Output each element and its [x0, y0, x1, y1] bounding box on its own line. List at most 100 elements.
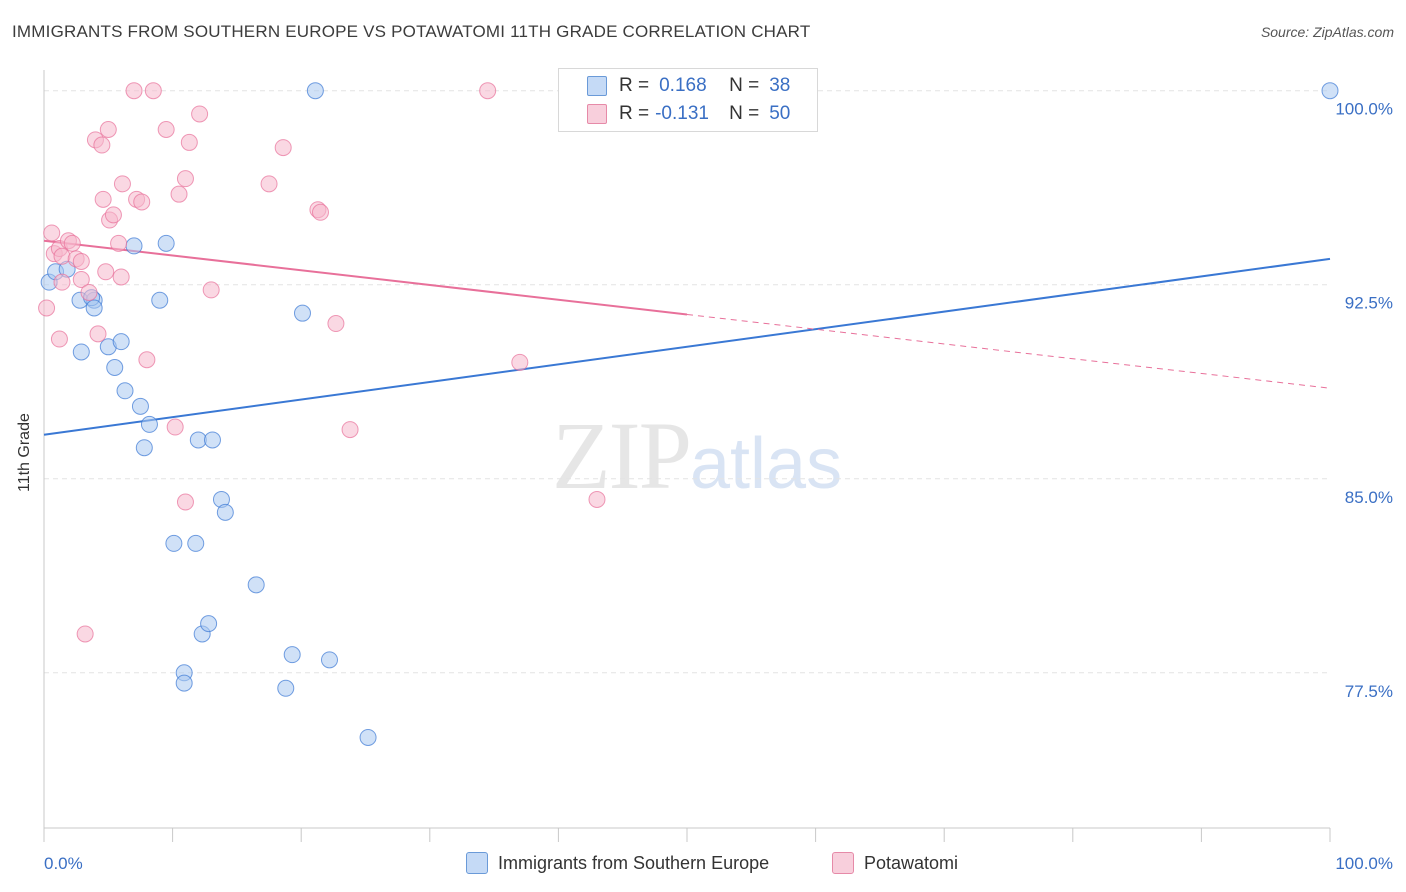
watermark-zip: ZIP: [552, 402, 692, 509]
tick-labels: 77.5% 85.0% 92.5% 100.0% 0.0% 100.0%: [44, 100, 1393, 873]
stats-r-label: R =: [619, 75, 650, 96]
pink-point: [170, 185, 188, 203]
pink-point: [511, 353, 529, 371]
blue-point: [125, 237, 143, 255]
stats-n-label: N =: [729, 103, 760, 124]
pink-point: [104, 206, 122, 224]
pink-point: [191, 105, 209, 123]
pink-point: [202, 281, 220, 299]
blue-point: [247, 576, 265, 594]
blue-point: [203, 431, 221, 449]
pink-point: [327, 315, 345, 333]
stats-swatch-pink: [587, 104, 607, 124]
pink-point: [80, 283, 98, 301]
y-tick-label: 100.0%: [1335, 100, 1393, 119]
pink-point: [53, 247, 71, 265]
pink-point: [63, 234, 81, 252]
legend-label: Immigrants from Southern Europe: [498, 852, 770, 873]
legend-swatch-pink: [832, 852, 854, 874]
pink-point: [260, 175, 278, 193]
watermark: ZIPatlas: [552, 400, 842, 511]
blue-point: [131, 397, 149, 415]
y-tick-label: 77.5%: [1345, 682, 1393, 701]
axes: [43, 70, 1331, 842]
pink-point: [76, 625, 94, 643]
pink-point: [144, 82, 162, 100]
pink-point: [176, 170, 194, 188]
pink-point: [113, 175, 131, 193]
pink-point: [112, 268, 130, 286]
pink-point: [274, 139, 292, 157]
blue-point: [135, 439, 153, 457]
pink-point: [133, 193, 151, 211]
legend: Immigrants from Southern Europe Potawato…: [0, 852, 1406, 878]
x-tick-label-min: 0.0%: [44, 854, 83, 873]
blue-point: [140, 415, 158, 433]
blue-point: [72, 343, 90, 361]
pink-point: [43, 224, 61, 242]
pink-point: [180, 133, 198, 151]
blue-point: [116, 382, 134, 400]
y-tick-label: 92.5%: [1345, 294, 1393, 313]
pink-point: [99, 121, 117, 139]
legend-swatch-blue: [466, 852, 488, 874]
pink-point: [588, 490, 606, 508]
blue-point: [277, 679, 295, 697]
blue-point: [157, 234, 175, 252]
pink-point: [311, 203, 329, 221]
blue-point: [216, 503, 234, 521]
blue-trend-line: [43, 257, 1331, 436]
pink-point: [176, 493, 194, 511]
y-tick-label: 85.0%: [1345, 488, 1393, 507]
pink-point: [138, 351, 156, 369]
blue-point: [151, 291, 169, 309]
stats-n-value: 50: [769, 103, 791, 124]
trend-lines: [43, 239, 1331, 436]
blue-point: [306, 82, 324, 100]
pink-point: [94, 190, 112, 208]
blue-point: [187, 534, 205, 552]
pink-point: [53, 273, 71, 291]
pink-point: [97, 263, 115, 281]
data-points: [38, 82, 1339, 746]
stats-legend: R = 0.168 N = 38 R = -0.131 N = 50: [558, 68, 818, 132]
pink-trend-line: [43, 239, 688, 316]
chart-title: IMMIGRANTS FROM SOUTHERN EUROPE VS POTAW…: [12, 22, 811, 41]
pink-point: [125, 82, 143, 100]
blue-point: [320, 651, 338, 669]
blue-point: [359, 728, 377, 746]
blue-point: [283, 646, 301, 664]
blue-point: [112, 333, 130, 351]
blue-point: [189, 431, 207, 449]
pink-point: [38, 299, 56, 317]
watermark-atlas: atlas: [690, 424, 843, 504]
legend-item-southern-europe[interactable]: Immigrants from Southern Europe: [466, 852, 769, 874]
grid-lines: [44, 90, 1330, 674]
blue-point: [200, 615, 218, 633]
pink-point: [72, 271, 90, 289]
legend-label: Potawatomi: [864, 852, 959, 873]
stats-row-pink: R = -0.131 N = 50: [559, 101, 790, 127]
pink-point: [50, 330, 68, 348]
stats-r-value: 0.168: [659, 75, 707, 96]
pink-point: [93, 136, 111, 154]
pink-point: [341, 421, 359, 439]
blue-point: [106, 359, 124, 377]
stats-swatch-blue: [587, 76, 607, 96]
blue-point: [1321, 82, 1339, 100]
x-tick-label-max: 100.0%: [1335, 854, 1393, 873]
pink-point: [89, 325, 107, 343]
pink-point: [157, 121, 175, 139]
stats-n-label: N =: [729, 75, 760, 96]
stats-r-value: -0.131: [655, 103, 709, 124]
blue-point: [165, 534, 183, 552]
stats-n-value: 38: [769, 75, 791, 96]
pink-point: [479, 82, 497, 100]
stats-row-blue: R = 0.168 N = 38: [559, 73, 790, 99]
blue-point: [85, 299, 103, 317]
pink-point: [110, 234, 128, 252]
blue-point: [293, 304, 311, 322]
legend-item-potawatomi[interactable]: Potawatomi: [832, 852, 958, 874]
blue-point: [175, 674, 193, 692]
